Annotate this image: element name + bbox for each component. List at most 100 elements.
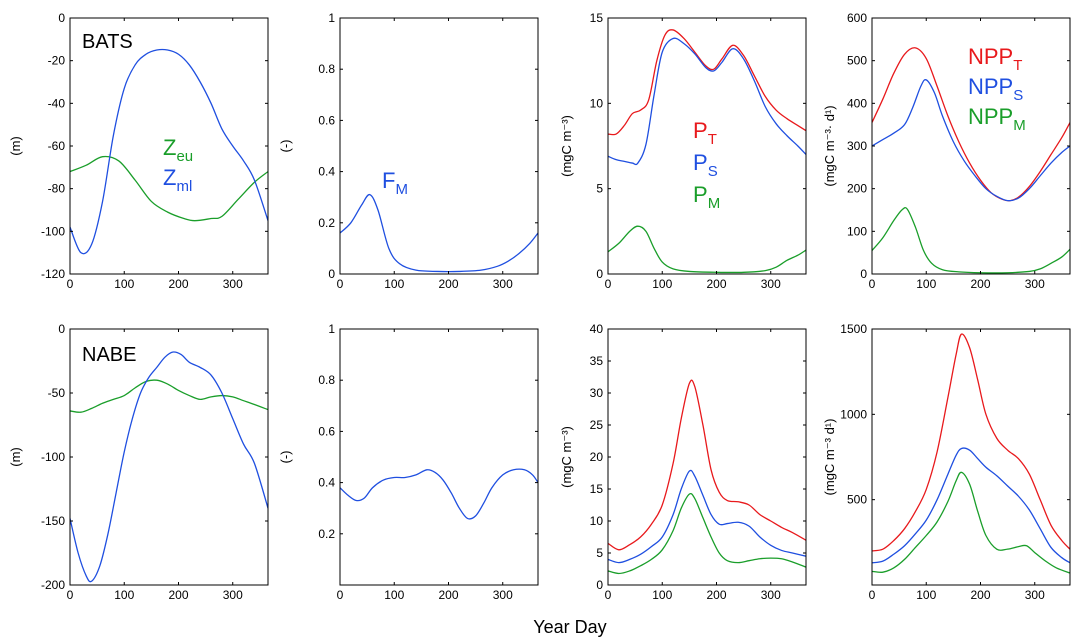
y-tick-label: 5 <box>596 546 603 560</box>
y-tick-label: 300 <box>847 139 867 153</box>
legend-entry: Zeu <box>163 135 193 165</box>
y-tick-label: 0.4 <box>318 165 335 179</box>
legend-base: F <box>382 168 395 193</box>
series-line-NPPS <box>872 447 1070 564</box>
y-axis-label: (m) <box>8 447 23 467</box>
x-tick-label: 0 <box>605 588 612 602</box>
y-tick-label: 0.4 <box>318 476 335 490</box>
y-axis-label: (mgC m⁻³) <box>559 426 574 488</box>
legend-subscript: M <box>395 181 408 198</box>
x-tick-label: 200 <box>706 588 726 602</box>
y-tick-label: 100 <box>847 224 867 238</box>
y-tick-label: 0.6 <box>318 424 335 438</box>
x-tick-label: 300 <box>1025 277 1045 291</box>
legend-entry: NPPM <box>968 104 1026 134</box>
panel-bats-depth: 0 100 200 300 -120 -100 -80 -60 -40 -20 0 (m) BATS Ze… <box>8 11 269 291</box>
panel-nabe-conc: 0 100 200 300 0 5 10 15 20 25 30 35 40 (mgC m⁻³) <box>559 322 807 602</box>
axes-frame <box>69 328 269 586</box>
x-tick-label: 200 <box>706 277 726 291</box>
x-tick-label: 100 <box>384 588 404 602</box>
legend-subscript: S <box>1013 87 1023 104</box>
x-tick-label: 200 <box>438 588 458 602</box>
axes-frame <box>339 17 539 275</box>
series-line-FM <box>340 193 538 273</box>
y-tick-label: 15 <box>590 11 604 25</box>
y-tick-label: -40 <box>48 96 66 110</box>
legend-entry: PT <box>693 118 717 148</box>
x-tick-label: 0 <box>869 588 876 602</box>
y-axis-label: (-) <box>278 451 293 464</box>
axes-frame <box>607 17 807 275</box>
series-line-PT <box>608 29 806 136</box>
panel-nabe-npp: 0 100 200 300 500 1000 1500 (mgC m⁻³ d¹) <box>822 322 1071 602</box>
y-tick-label: 1000 <box>840 407 867 421</box>
y-tick-label: -100 <box>41 224 65 238</box>
y-tick-label: 25 <box>590 418 604 432</box>
x-tick-label: 0 <box>337 277 344 291</box>
x-tick-label: 100 <box>384 277 404 291</box>
y-tick-label: -50 <box>48 386 66 400</box>
x-tick-label: 0 <box>605 277 612 291</box>
x-tick-label: 300 <box>223 277 243 291</box>
y-tick-label: 0 <box>58 322 65 336</box>
y-tick-label: 0.2 <box>318 216 335 230</box>
series-line-NPPT <box>872 333 1070 552</box>
series-line-FM <box>340 468 538 520</box>
x-tick-label: 0 <box>337 588 344 602</box>
site-annotation: BATS <box>82 31 133 53</box>
legend-subscript: S <box>708 163 718 180</box>
legend-entry: NPPT <box>968 44 1022 74</box>
panel-nabe-depth: 0 100 200 300 -200 -150 -100 -50 0 (m) NABE <box>8 322 269 602</box>
y-tick-label: 1 <box>328 322 335 336</box>
y-axis-label: (m) <box>8 136 23 156</box>
y-tick-label: 40 <box>590 322 604 336</box>
y-tick-label: 35 <box>590 354 604 368</box>
legend-subscript: M <box>708 195 721 212</box>
series-line-PM <box>608 492 806 575</box>
series-line-PM <box>608 225 806 274</box>
panels: 0 100 200 300-120-100-80-60-40-200(m)BATSZe… <box>8 11 1071 602</box>
legend-base: P <box>693 150 708 175</box>
x-tick-label: 100 <box>114 277 134 291</box>
axes-frame <box>871 328 1071 586</box>
y-tick-label: -20 <box>48 54 66 68</box>
x-tick-label: 300 <box>761 277 781 291</box>
y-tick-label: 500 <box>847 493 867 507</box>
x-tick-label: 0 <box>67 588 74 602</box>
series-line-PT <box>608 379 806 551</box>
legend-subscript: M <box>1013 117 1026 134</box>
series-line-NPPM <box>872 471 1070 574</box>
x-tick-label: 100 <box>652 588 672 602</box>
y-tick-label: 200 <box>847 182 867 196</box>
y-tick-label: 0.8 <box>318 62 335 76</box>
x-tick-label: 100 <box>916 277 936 291</box>
y-tick-label: 10 <box>590 514 604 528</box>
y-tick-label: -120 <box>41 267 65 281</box>
legend-subscript: T <box>1013 57 1022 74</box>
legend-entry: PM <box>693 182 720 212</box>
y-tick-label: 20 <box>590 450 604 464</box>
legend-base: Z <box>163 165 176 190</box>
x-tick-label: 300 <box>493 277 513 291</box>
x-tick-label: 300 <box>493 588 513 602</box>
x-tick-label: 300 <box>223 588 243 602</box>
y-tick-label: 0 <box>58 11 65 25</box>
y-axis-label: (mgC m⁻³) <box>559 115 574 177</box>
y-tick-label: -60 <box>48 139 66 153</box>
y-tick-label: 400 <box>847 96 867 110</box>
x-tick-label: 0 <box>869 277 876 291</box>
series-line-NPPM <box>872 207 1070 274</box>
panel-bats-fm: 0 100 200 300 0 0.2 0.4 0.6 0.8 1 (-) FM <box>278 11 539 291</box>
x-tick-label: 200 <box>970 588 990 602</box>
series-line-Zeu <box>70 155 268 222</box>
series-line-NPPS <box>872 79 1070 202</box>
legend-subscript: eu <box>176 148 193 165</box>
legend-base: Z <box>163 135 176 160</box>
x-tick-label: 300 <box>1025 588 1045 602</box>
axes-frame <box>339 328 539 586</box>
legend-base: NPP <box>968 104 1013 129</box>
legend-base: NPP <box>968 74 1013 99</box>
legend-base: P <box>693 118 708 143</box>
panel-nabe-fm: 0 100 200 300 0.2 0.4 0.6 0.8 1 (-) <box>278 322 539 602</box>
